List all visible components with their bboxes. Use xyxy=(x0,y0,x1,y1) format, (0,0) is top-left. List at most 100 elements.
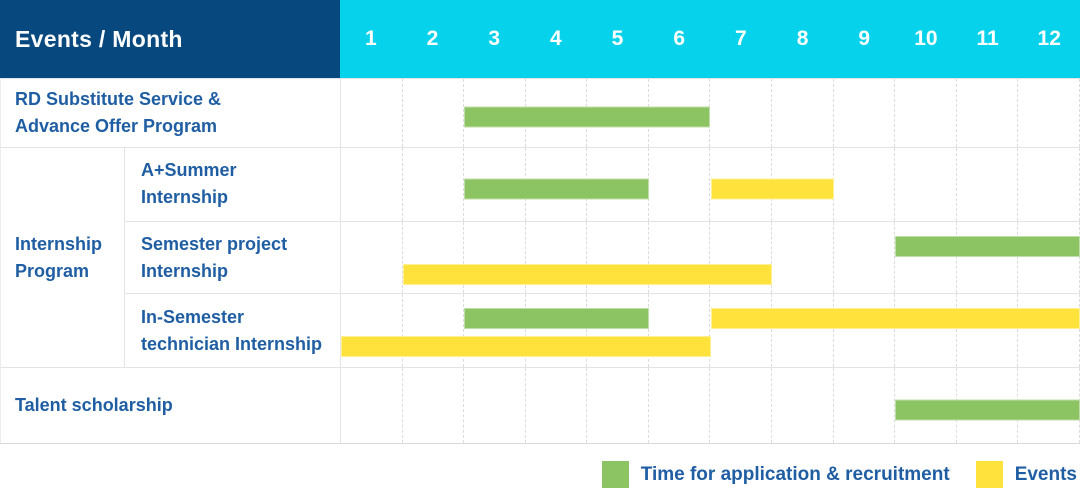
month-header-7: 7 xyxy=(735,27,747,50)
month-column xyxy=(710,368,773,443)
month-column xyxy=(403,368,465,443)
legend: Time for application & recruitment Event… xyxy=(0,461,1080,488)
table-row-in-semester-technician: In-Semester technician Internship xyxy=(125,293,1080,368)
month-column xyxy=(341,221,403,294)
month-column xyxy=(526,368,588,443)
gantt-bar-application xyxy=(464,308,649,330)
month-header-6: 6 xyxy=(673,27,686,50)
gantt-bar-event xyxy=(402,263,773,285)
gantt-bar-application xyxy=(895,235,1080,257)
group-label-cell: Internship Program xyxy=(1,148,125,367)
month-column xyxy=(772,79,834,147)
row-label-cell: In-Semester technician Internship xyxy=(125,294,341,368)
month-column xyxy=(772,294,834,368)
row-label: Semester project Internship xyxy=(141,233,288,281)
month-column xyxy=(649,221,711,294)
month-column xyxy=(895,148,957,221)
month-header-2: 2 xyxy=(426,27,439,50)
month-column xyxy=(341,368,403,443)
group-label: Internship Program xyxy=(15,233,103,281)
month-column xyxy=(710,221,773,294)
month-column xyxy=(403,79,465,147)
month-column xyxy=(834,148,896,221)
month-column xyxy=(526,294,588,368)
row-label: RD Substitute Service & Advance Offer Pr… xyxy=(15,89,222,136)
month-column xyxy=(649,368,711,443)
month-header-8: 8 xyxy=(796,27,809,50)
month-column xyxy=(649,148,711,221)
month-header-9: 9 xyxy=(858,27,871,50)
month-column xyxy=(957,79,1019,147)
month-header-11: 11 xyxy=(976,27,999,50)
month-column xyxy=(895,221,957,294)
table-row-talent-scholarship: Talent scholarship xyxy=(0,367,1080,443)
month-column xyxy=(834,79,896,147)
row-label: In-Semester technician Internship xyxy=(141,306,323,354)
month-column xyxy=(957,294,1019,368)
row-label-cell: RD Substitute Service & Advance Offer Pr… xyxy=(1,79,341,147)
month-column xyxy=(834,221,896,294)
month-column xyxy=(710,79,773,147)
row-label: Talent scholarship xyxy=(15,395,173,415)
row-timeline xyxy=(341,221,1080,294)
row-label: A+Summer Internship xyxy=(141,160,237,208)
month-column xyxy=(895,294,957,368)
month-header-12: 12 xyxy=(1037,27,1061,50)
header-events-month-cell: Events / Month xyxy=(0,0,340,78)
legend-label: Events xyxy=(1014,463,1077,485)
month-column xyxy=(587,368,649,443)
row-timeline xyxy=(341,294,1080,368)
gantt-bar-event xyxy=(710,178,834,200)
month-column xyxy=(710,294,773,368)
month-column xyxy=(1018,148,1080,221)
month-header-4: 4 xyxy=(550,27,562,50)
gantt-bar-event xyxy=(341,336,711,358)
month-column xyxy=(895,79,957,147)
internship-program-group: Internship Program A+Summer Internship S… xyxy=(0,147,1080,368)
table-row-semester-project: Semester project Internship xyxy=(125,220,1080,294)
month-column xyxy=(341,79,403,147)
month-header-5: 5 xyxy=(611,27,624,50)
month-column xyxy=(772,221,834,294)
gantt-bar-event xyxy=(710,308,1080,330)
month-header-3: 3 xyxy=(488,27,501,50)
gantt-bar-application xyxy=(464,178,649,200)
gantt-bar-application xyxy=(895,399,1080,421)
group-rows: A+Summer Internship Semester project Int… xyxy=(125,148,1080,368)
row-label-cell: Semester project Internship xyxy=(125,221,341,294)
month-column xyxy=(403,148,465,221)
month-column xyxy=(526,221,588,294)
month-column xyxy=(341,294,403,368)
row-timeline xyxy=(341,148,1080,221)
row-timeline xyxy=(341,79,1080,147)
month-column xyxy=(957,221,1019,294)
header-title: Events / Month xyxy=(15,25,183,52)
month-column xyxy=(1018,79,1080,147)
month-column xyxy=(341,148,403,221)
month-column xyxy=(834,368,896,443)
table-header: Events / Month 1 2 3 4 5 6 7 8 9 10 11 1… xyxy=(0,0,1080,78)
month-column xyxy=(649,294,711,368)
row-timeline xyxy=(341,368,1080,443)
month-column xyxy=(834,294,896,368)
month-header-1: 1 xyxy=(364,27,377,50)
month-column xyxy=(403,221,465,294)
month-column xyxy=(772,368,834,443)
month-column xyxy=(464,221,526,294)
month-column xyxy=(587,294,649,368)
gantt-bar-application xyxy=(464,106,711,128)
legend-swatch-green xyxy=(601,461,629,488)
month-column xyxy=(1018,221,1080,294)
month-column xyxy=(1018,294,1080,368)
month-header-10: 10 xyxy=(914,27,938,50)
header-months-strip: 1 2 3 4 5 6 7 8 9 10 11 12 xyxy=(340,0,1080,78)
row-label-cell: Talent scholarship xyxy=(1,368,341,443)
row-label-cell: A+Summer Internship xyxy=(125,148,341,221)
legend-swatch-yellow xyxy=(975,461,1003,488)
legend-item-events: Events xyxy=(975,461,1077,488)
month-column xyxy=(464,294,526,368)
table-row-a-summer: A+Summer Internship xyxy=(125,148,1080,221)
gantt-table: Events / Month 1 2 3 4 5 6 7 8 9 10 11 1… xyxy=(0,0,1080,444)
month-column xyxy=(587,221,649,294)
